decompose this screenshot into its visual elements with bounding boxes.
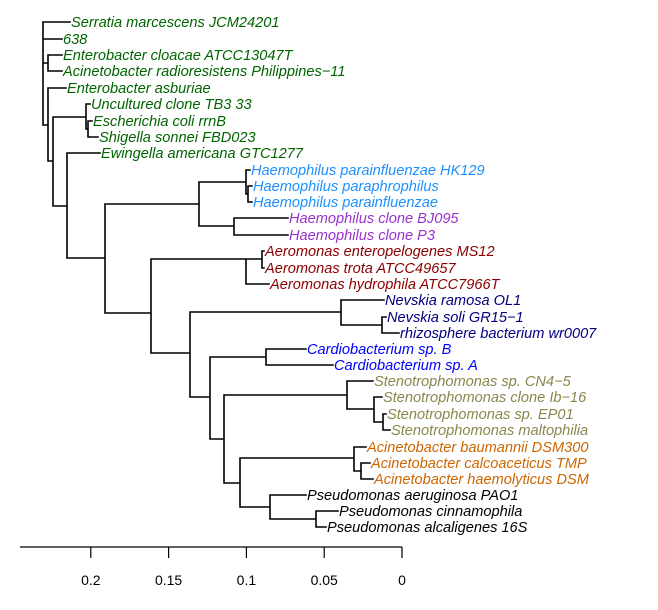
leaf-label: Stenotrophomonas sp. CN4−5	[374, 374, 572, 390]
leaf-label: Enterobacter asburiae	[67, 81, 211, 97]
leaf-label: Cardiobacterium sp. A	[334, 358, 478, 374]
leaf-label: Stenotrophomonas sp. EP01	[387, 407, 574, 423]
leaf-label: Haemophilus parainfluenzae	[253, 195, 438, 211]
leaf-label: Haemophilus clone BJ095	[289, 211, 459, 227]
leaf-label: Pseudomonas alcaligenes 16S	[327, 520, 528, 536]
leaf-label: rhizosphere bacterium wr0007	[400, 326, 597, 342]
leaf-label: Stenotrophomonas clone Ib−16	[383, 390, 587, 406]
leaf-label: Acinetobacter baumannii DSM300	[366, 440, 588, 456]
leaf-label: Acinetobacter radioresistens Philippines…	[62, 64, 345, 80]
leaf-label: Ewingella americana GTC1277	[101, 146, 304, 162]
leaf-label: Shigella sonnei FBD023	[99, 130, 256, 146]
leaf-label: Uncultured clone TB3 33	[91, 97, 252, 113]
leaf-label: Aeromonas hydrophila ATCC7966T	[269, 277, 501, 293]
axis-tick-label: 0.1	[237, 572, 257, 588]
leaf-label: Pseudomonas aeruginosa PAO1	[307, 488, 518, 504]
leaf-label: Pseudomonas cinnamophila	[339, 504, 522, 520]
leaf-label: Acinetobacter haemolyticus DSM	[373, 472, 590, 488]
leaf-label: 638	[63, 32, 88, 48]
leaf-label: Haemophilus clone P3	[289, 228, 435, 244]
leaf-labels: Serratia marcescens JCM24201638Enterobac…	[62, 15, 597, 536]
leaf-label: Haemophilus paraphrophilus	[253, 179, 439, 195]
axis-tick-label: 0.2	[81, 572, 101, 588]
distance-axis: 0.2 0.15 0.1 0.05 0	[20, 546, 406, 588]
axis-tick-label: 0	[398, 572, 406, 588]
leaf-label: Stenotrophomonas maltophilia	[391, 423, 588, 439]
leaf-label: Aeromonas trota ATCC49657	[264, 261, 457, 277]
leaf-label: Serratia marcescens JCM24201	[71, 15, 279, 31]
leaf-label: Acinetobacter calcoaceticus TMP	[370, 456, 587, 472]
leaf-label: Nevskia ramosa OL1	[385, 293, 521, 309]
leaf-label: Nevskia soli GR15−1	[387, 310, 524, 326]
axis-tick-label: 0.05	[311, 572, 338, 588]
tree-branches	[42, 21, 400, 528]
leaf-label: Enterobacter cloacae ATCC13047T	[63, 48, 294, 64]
leaf-label: Cardiobacterium sp. B	[307, 342, 452, 358]
leaf-label: Aeromonas enteropelogenes MS12	[264, 244, 495, 260]
axis-tick-label: 0.15	[155, 572, 182, 588]
leaf-label: Escherichia coli rrnB	[93, 114, 226, 130]
leaf-label: Haemophilus parainfluenzae HK129	[251, 163, 485, 179]
